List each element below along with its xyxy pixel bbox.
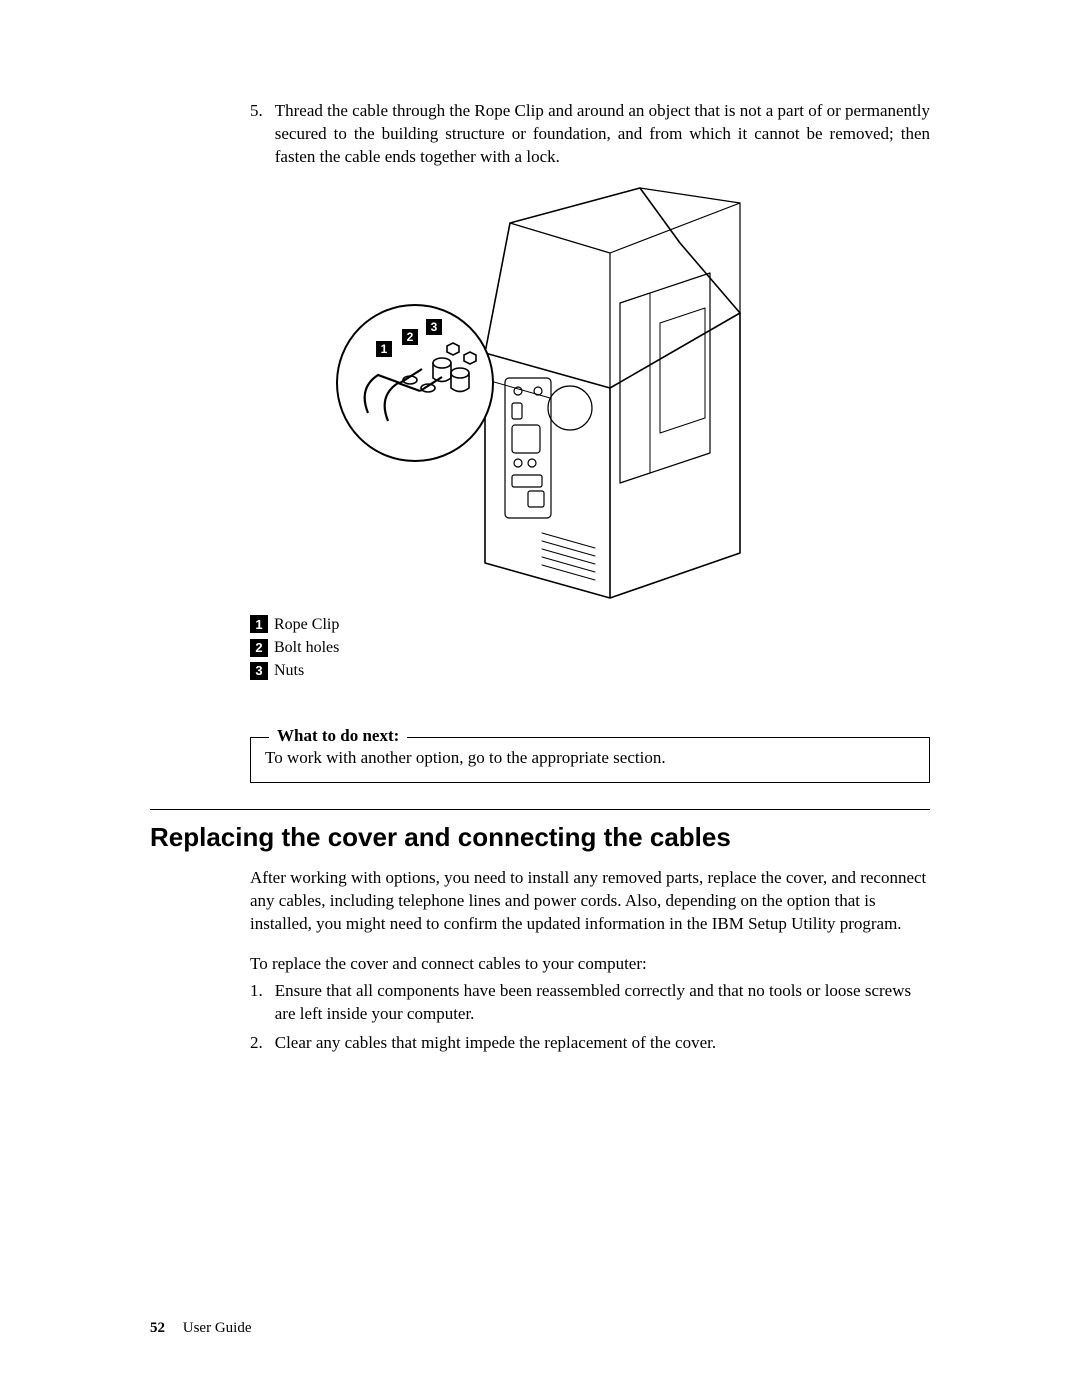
diagram-legend: 1 Rope Clip 2 Bolt holes 3 Nuts <box>250 613 930 683</box>
step-5-text: Thread the cable through the Rope Clip a… <box>275 100 930 169</box>
svg-text:3: 3 <box>431 320 438 334</box>
step-1-text: Ensure that all components have been rea… <box>275 980 930 1026</box>
section-rule <box>150 809 930 810</box>
what-next-title: What to do next: <box>269 726 407 746</box>
steps-lead: To replace the cover and connect cables … <box>250 954 930 974</box>
callout-1-icon: 1 <box>250 615 268 633</box>
callout-3-icon: 3 <box>250 662 268 680</box>
svg-text:2: 2 <box>407 330 414 344</box>
rope-clip-diagram: 1 2 3 <box>250 183 830 603</box>
callout-1-label: Rope Clip <box>274 613 339 636</box>
step-2-number: 2. <box>250 1032 263 1055</box>
step-1: 1. Ensure that all components have been … <box>250 980 930 1026</box>
step-2-text: Clear any cables that might impede the r… <box>275 1032 930 1055</box>
section-paragraph: After working with options, you need to … <box>250 867 930 936</box>
legend-row-3: 3 Nuts <box>250 659 930 682</box>
page: 5. Thread the cable through the Rope Cli… <box>0 0 1080 1397</box>
page-number: 52 <box>150 1320 165 1336</box>
steps-list: 1. Ensure that all components have been … <box>250 980 930 1055</box>
legend-row-2: 2 Bolt holes <box>250 636 930 659</box>
callout-3-label: Nuts <box>274 659 304 682</box>
step-5-number: 5. <box>250 100 263 169</box>
legend-row-1: 1 Rope Clip <box>250 613 930 636</box>
what-to-do-next-box: What to do next: To work with another op… <box>250 737 930 783</box>
doc-title: User Guide <box>183 1320 252 1336</box>
step-5: 5. Thread the cable through the Rope Cli… <box>250 100 930 169</box>
section-heading: Replacing the cover and connecting the c… <box>150 822 930 853</box>
step-2: 2. Clear any cables that might impede th… <box>250 1032 930 1055</box>
what-next-body: To work with another option, go to the a… <box>265 748 915 768</box>
callout-2-icon: 2 <box>250 639 268 657</box>
step-1-number: 1. <box>250 980 263 1026</box>
callout-2-label: Bolt holes <box>274 636 339 659</box>
page-footer: 52 User Guide <box>150 1320 251 1337</box>
svg-text:1: 1 <box>381 342 388 356</box>
